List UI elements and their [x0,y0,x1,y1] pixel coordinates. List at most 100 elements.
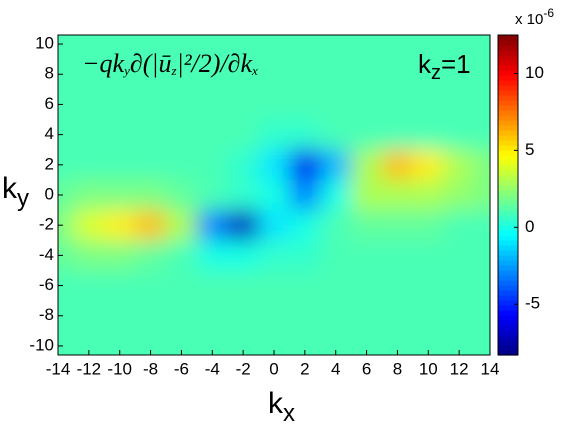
heat-cell [135,179,167,211]
heat-cell [351,179,383,211]
heat-cell [443,270,476,302]
heat-cell [166,89,198,121]
colorbar-step [498,240,518,246]
heat-cell [474,210,490,241]
heat-cell [196,300,229,332]
heat-cell [58,35,74,60]
heat-cell [227,210,260,241]
heat-cell [227,270,260,302]
heat-cell [382,270,414,302]
heat-cell [196,119,229,151]
heat-cell [166,149,198,181]
heat-cell [227,179,260,211]
heat-cell [258,149,290,181]
heat-cell [258,119,290,151]
heat-cell [474,270,490,302]
heat-cell [320,300,352,332]
text-part: k [268,387,284,420]
heat-cell [289,270,321,302]
heat-cell [443,59,476,90]
y-tick-label: 2 [45,154,54,173]
text-part: y [122,63,130,78]
colorbar-step [498,170,518,176]
heat-cell [443,35,476,60]
heat-cell [104,210,136,241]
text-part: x [251,63,258,78]
colorbar-step [498,340,518,346]
colorbar-step [498,185,518,191]
heat-cell [382,59,414,90]
heat-cell [443,240,476,271]
heat-cell [320,179,352,211]
heat-cell [443,89,476,121]
heat-cell [289,35,321,60]
colorbar-step [498,90,518,96]
heat-cell [320,210,352,241]
heat-cell [382,149,414,181]
heat-cell [351,300,383,332]
colorbar-step [498,255,518,261]
heat-cell [320,59,352,90]
heat-cell [58,119,74,151]
colorbar-step [498,320,518,326]
y-tick-label: -4 [39,245,54,264]
heat-cell [443,119,476,151]
heat-cell [351,119,383,151]
text-part: −qk [82,49,125,78]
colorbar-step [498,180,518,186]
heat-cell [289,149,321,181]
colorbar-step [498,40,518,46]
heat-cell [320,240,352,271]
heat-cell [474,149,490,181]
x-tick-label: -2 [236,359,251,378]
colorbar-step [498,275,518,281]
heat-cell [474,300,490,332]
heat-cell [258,89,290,121]
colorbar-step [498,75,518,81]
heat-cell [135,270,167,302]
heat-cell [474,240,490,271]
colorbar-step [498,210,518,216]
heat-cell [227,300,260,332]
text-part: -6 [543,6,554,20]
colorbar-step [498,330,518,336]
colorbar-step [498,105,518,111]
heat-cell [196,179,229,211]
heat-cell [227,240,260,271]
heat-cell [351,89,383,121]
heat-cell [227,59,260,90]
colorbar-step [498,60,518,66]
text-part: k [2,172,18,205]
colorbar-multiplier: x 10-6 [515,6,554,28]
x-tick-label: -8 [143,359,158,378]
heat-cell [258,270,290,302]
text-part: z [171,63,177,78]
colorbar-step [498,140,518,146]
heat-cell [382,300,414,332]
colorbar-step [498,175,518,181]
colorbar-step [498,130,518,136]
heat-cell [320,149,352,181]
heat-cell [474,35,490,60]
heat-cell [351,149,383,181]
heat-cell [135,89,167,121]
heat-cell [135,240,167,271]
heat-cell [166,119,198,151]
colorbar-step [498,65,518,71]
heat-cell [104,59,136,90]
heat-cell [166,35,198,60]
heat-cell [289,210,321,241]
heat-cell [73,149,105,181]
colorbar-step [498,235,518,241]
heat-cell [412,210,445,241]
colorbar-tick-label: 0 [525,217,534,236]
x-tick-label: -4 [205,359,220,378]
colorbar-step [498,215,518,221]
heat-cell [382,35,414,60]
colorbar-step [498,115,518,121]
colorbar-step [498,250,518,256]
heat-cell [196,35,229,60]
colorbar-step [498,45,518,51]
heat-cell [135,210,167,241]
heat-cell [166,240,198,271]
